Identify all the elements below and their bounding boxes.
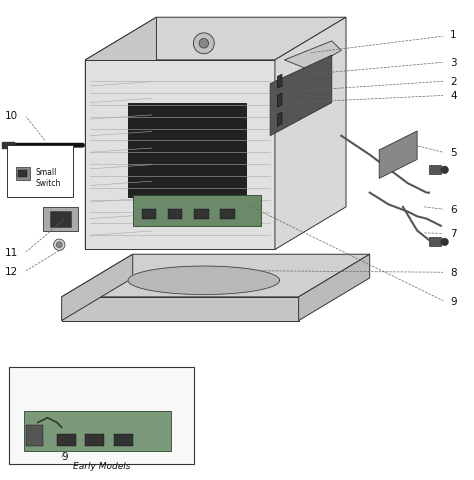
Bar xyxy=(26,425,43,446)
Text: 5: 5 xyxy=(450,148,457,158)
Polygon shape xyxy=(62,297,299,321)
Polygon shape xyxy=(284,41,341,70)
Bar xyxy=(194,209,209,219)
Text: 2: 2 xyxy=(450,77,457,87)
Text: 7: 7 xyxy=(450,229,457,240)
Bar xyxy=(429,165,441,174)
Text: 9: 9 xyxy=(62,452,68,462)
Polygon shape xyxy=(128,266,280,295)
Polygon shape xyxy=(85,60,275,250)
Polygon shape xyxy=(299,254,370,321)
FancyBboxPatch shape xyxy=(9,367,194,464)
Bar xyxy=(2,142,14,147)
Bar xyxy=(114,434,133,446)
Circle shape xyxy=(441,238,448,246)
Circle shape xyxy=(193,33,214,54)
Text: 12: 12 xyxy=(5,267,18,277)
Polygon shape xyxy=(133,195,261,226)
Text: 11: 11 xyxy=(5,248,18,258)
Circle shape xyxy=(56,242,62,248)
Polygon shape xyxy=(43,207,78,230)
Text: 3: 3 xyxy=(450,58,457,68)
Bar xyxy=(168,209,182,219)
Polygon shape xyxy=(277,112,282,126)
Bar xyxy=(429,237,441,246)
Text: Small
Switch: Small Switch xyxy=(36,168,61,189)
Polygon shape xyxy=(85,17,346,60)
Text: Early Models: Early Models xyxy=(73,462,131,470)
Text: 4: 4 xyxy=(450,91,457,101)
Bar xyxy=(50,211,71,227)
Text: 6: 6 xyxy=(450,205,457,215)
Polygon shape xyxy=(62,254,133,321)
Bar xyxy=(142,209,156,219)
Polygon shape xyxy=(62,254,370,297)
Polygon shape xyxy=(275,17,346,250)
Text: 1: 1 xyxy=(450,30,457,40)
Text: 8: 8 xyxy=(450,268,457,278)
Bar xyxy=(85,434,104,446)
Polygon shape xyxy=(379,131,417,179)
Bar xyxy=(57,434,76,446)
Polygon shape xyxy=(270,55,332,136)
Circle shape xyxy=(54,239,65,251)
Polygon shape xyxy=(16,168,30,180)
Text: 10: 10 xyxy=(5,111,18,121)
Text: 9: 9 xyxy=(450,297,457,307)
Bar xyxy=(220,209,235,219)
Polygon shape xyxy=(277,93,282,108)
Bar xyxy=(18,170,27,178)
Polygon shape xyxy=(85,17,156,250)
Polygon shape xyxy=(24,410,171,451)
Circle shape xyxy=(441,166,448,174)
FancyBboxPatch shape xyxy=(7,145,73,197)
Circle shape xyxy=(199,38,209,48)
Polygon shape xyxy=(277,74,282,88)
Polygon shape xyxy=(128,103,246,197)
